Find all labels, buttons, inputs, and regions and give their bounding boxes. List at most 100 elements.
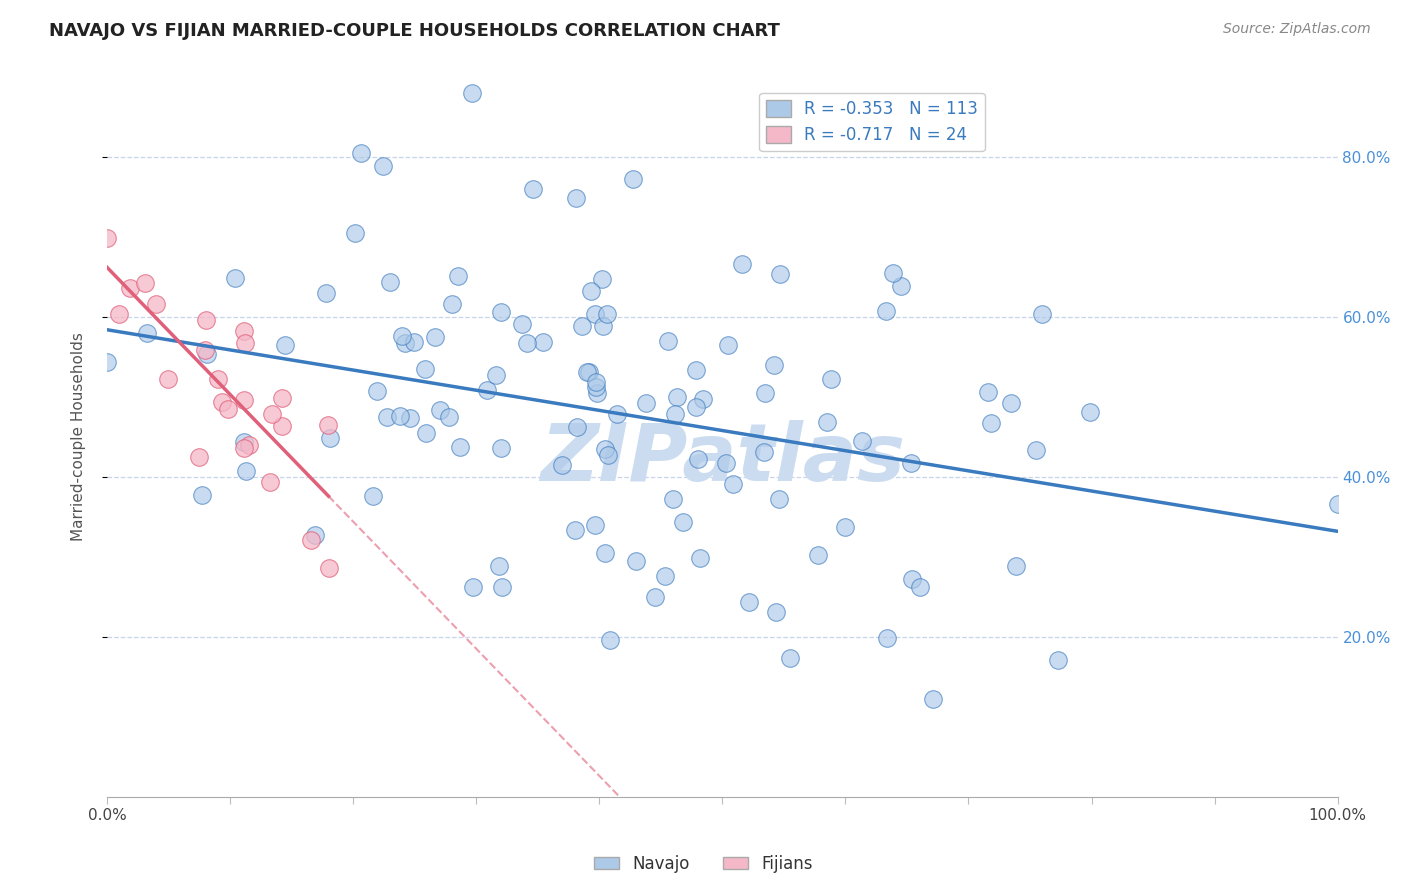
Point xyxy=(834,520,856,534)
Point xyxy=(1005,558,1028,573)
Point xyxy=(815,415,838,429)
Point xyxy=(876,631,898,645)
Point xyxy=(765,605,787,619)
Point xyxy=(922,692,945,706)
Point xyxy=(344,226,367,240)
Point xyxy=(768,491,790,506)
Point xyxy=(980,417,1002,431)
Point xyxy=(731,257,754,271)
Point xyxy=(644,591,666,605)
Point xyxy=(551,458,574,473)
Point xyxy=(134,276,156,290)
Point xyxy=(807,549,830,563)
Point xyxy=(689,550,711,565)
Y-axis label: Married-couple Households: Married-couple Households xyxy=(72,333,86,541)
Point xyxy=(191,488,214,502)
Point xyxy=(875,304,897,318)
Point xyxy=(366,384,388,399)
Point xyxy=(423,330,446,344)
Point xyxy=(900,456,922,470)
Point xyxy=(565,420,588,434)
Point xyxy=(315,285,337,300)
Point xyxy=(232,441,254,455)
Point xyxy=(578,365,600,379)
Point xyxy=(510,317,533,331)
Point xyxy=(394,335,416,350)
Point xyxy=(488,558,510,573)
Point xyxy=(238,438,260,452)
Point xyxy=(1031,307,1053,321)
Point xyxy=(489,304,512,318)
Point xyxy=(522,182,544,196)
Point xyxy=(373,159,395,173)
Point xyxy=(233,434,256,449)
Point xyxy=(599,633,621,648)
Point xyxy=(657,334,679,348)
Point xyxy=(402,335,425,350)
Point xyxy=(717,338,740,352)
Point xyxy=(592,319,614,334)
Point xyxy=(664,407,686,421)
Point xyxy=(1024,442,1046,457)
Point xyxy=(260,407,283,421)
Point xyxy=(685,400,707,414)
Point xyxy=(388,409,411,423)
Point xyxy=(621,172,644,186)
Point xyxy=(851,434,873,448)
Point xyxy=(571,319,593,334)
Point xyxy=(319,431,342,445)
Point xyxy=(235,464,257,478)
Point xyxy=(375,409,398,424)
Point xyxy=(211,394,233,409)
Point xyxy=(439,410,461,425)
Point xyxy=(207,372,229,386)
Point xyxy=(662,492,685,507)
Point xyxy=(224,271,246,285)
Point xyxy=(157,371,180,385)
Point xyxy=(595,442,617,456)
Point xyxy=(1000,396,1022,410)
Point xyxy=(398,411,420,425)
Point xyxy=(531,334,554,349)
Point xyxy=(763,358,786,372)
Point xyxy=(440,297,463,311)
Point xyxy=(259,475,281,489)
Point xyxy=(188,450,211,465)
Point xyxy=(107,307,129,321)
Point xyxy=(654,569,676,583)
Point xyxy=(901,572,924,586)
Point xyxy=(361,489,384,503)
Text: ZIPatlas: ZIPatlas xyxy=(540,419,905,498)
Point xyxy=(591,271,613,285)
Point xyxy=(820,372,842,386)
Point xyxy=(195,312,218,326)
Point xyxy=(475,384,498,398)
Point xyxy=(672,515,695,529)
Point xyxy=(232,324,254,338)
Point xyxy=(194,343,217,358)
Point xyxy=(96,231,118,245)
Point xyxy=(304,528,326,542)
Point xyxy=(461,580,484,594)
Point xyxy=(489,441,512,455)
Point xyxy=(576,365,599,379)
Point xyxy=(380,275,402,289)
Point xyxy=(316,417,339,432)
Point xyxy=(195,346,218,360)
Legend: R = -0.353   N = 113, R = -0.717   N = 24: R = -0.353 N = 113, R = -0.717 N = 24 xyxy=(759,93,984,151)
Point xyxy=(318,561,340,575)
Point xyxy=(1078,405,1101,419)
Point xyxy=(714,456,737,470)
Point xyxy=(586,385,609,400)
Point xyxy=(429,403,451,417)
Point xyxy=(882,266,904,280)
Point xyxy=(484,368,506,382)
Point xyxy=(1326,497,1348,511)
Point xyxy=(564,191,586,205)
Point xyxy=(415,425,437,440)
Point xyxy=(634,396,657,410)
Point xyxy=(299,533,322,548)
Point xyxy=(596,307,619,321)
Point xyxy=(391,329,413,343)
Point xyxy=(581,285,603,299)
